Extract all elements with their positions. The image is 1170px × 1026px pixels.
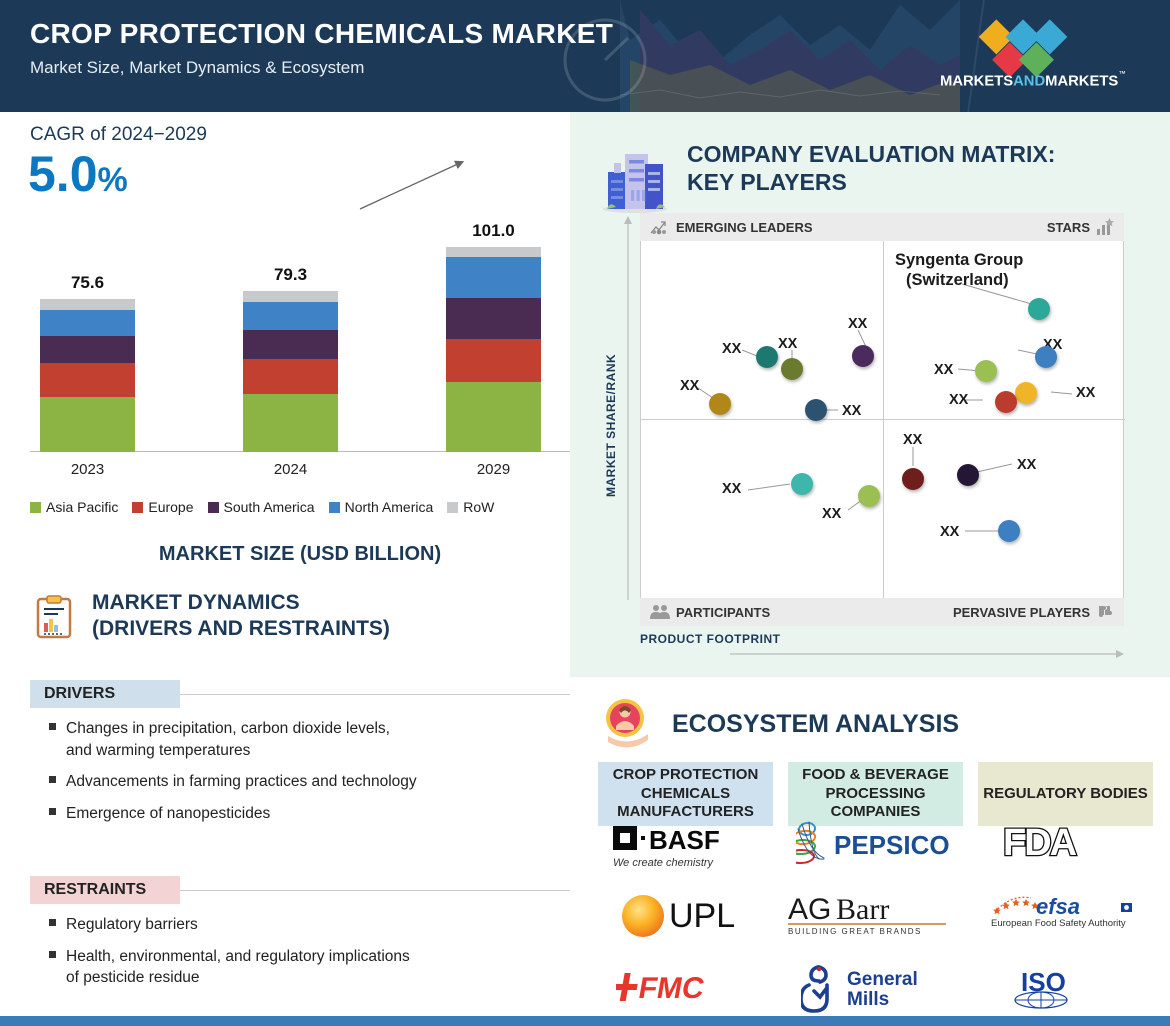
svg-text:Barr: Barr bbox=[836, 895, 889, 926]
svg-text:UPL: UPL bbox=[669, 897, 735, 935]
svg-text:PEPSICO: PEPSICO bbox=[834, 830, 950, 860]
svg-text:European Food Safety Authority: European Food Safety Authority bbox=[991, 918, 1126, 929]
svg-text:We create chemistry: We create chemistry bbox=[613, 857, 715, 869]
svg-text:Mills: Mills bbox=[847, 989, 889, 1010]
svg-text:BUILDING GREAT BRANDS: BUILDING GREAT BRANDS bbox=[788, 927, 922, 936]
svg-text:BASF: BASF bbox=[649, 825, 720, 855]
svg-text:™: ™ bbox=[1119, 70, 1126, 78]
svg-text:General: General bbox=[847, 969, 918, 990]
svg-text:efsa: efsa bbox=[1036, 894, 1080, 919]
svg-text:FMC: FMC bbox=[636, 972, 707, 1005]
svg-text:MARKETSANDMARKETS: MARKETSANDMARKETS bbox=[940, 74, 1118, 90]
svg-text:FDA: FDA bbox=[1003, 823, 1077, 864]
svg-text:AG: AG bbox=[788, 895, 831, 926]
